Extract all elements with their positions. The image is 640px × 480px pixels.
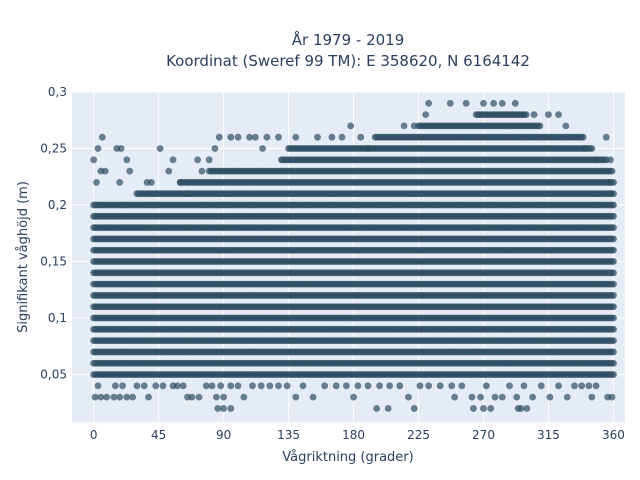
data-point (608, 167, 616, 175)
data-point (93, 179, 100, 186)
data-point (263, 133, 271, 141)
data-point (198, 167, 206, 175)
data-point (165, 167, 173, 175)
data-point (410, 122, 418, 130)
data-point (610, 303, 617, 311)
data-point (275, 133, 282, 141)
data-point (610, 224, 617, 232)
data-point (610, 314, 617, 322)
data-point (116, 179, 124, 186)
data-point (610, 235, 617, 243)
data-point (610, 292, 617, 299)
data-point (536, 122, 544, 130)
data-point (314, 133, 321, 141)
data-point (446, 99, 454, 107)
data-point (610, 246, 617, 254)
data-point (185, 190, 193, 198)
data-point (101, 167, 109, 175)
data-point (148, 179, 155, 186)
data-point (610, 348, 617, 356)
data-point (400, 122, 408, 130)
data-point (292, 133, 300, 141)
data-point (610, 201, 617, 209)
data-point (480, 99, 487, 107)
data-point (610, 269, 617, 277)
data-point (579, 133, 587, 141)
data-point (259, 145, 266, 152)
data-point (462, 99, 470, 107)
data-point (90, 156, 98, 164)
data-point (357, 133, 365, 141)
data-point (156, 145, 164, 152)
data-point (522, 111, 530, 119)
data-point (215, 133, 223, 141)
data-point (610, 212, 617, 220)
data-point (94, 145, 102, 152)
data-point (422, 111, 430, 119)
data-point (490, 99, 498, 107)
data-point (176, 179, 184, 186)
data-point (610, 371, 617, 378)
data-point (610, 325, 617, 333)
data-point (117, 145, 125, 152)
data-point (347, 122, 355, 130)
data-point (205, 156, 213, 164)
data-point (98, 133, 106, 141)
data-point (251, 133, 259, 141)
data-point (364, 145, 372, 152)
data-point (588, 145, 596, 152)
data-point (425, 99, 433, 107)
data-point (211, 145, 219, 152)
data-point (169, 156, 177, 164)
data-point (194, 156, 202, 164)
data-point (338, 133, 346, 141)
data-point (123, 156, 131, 164)
data-point (610, 258, 617, 265)
data-point (610, 280, 617, 288)
data-point (328, 133, 336, 141)
data-markers (90, 99, 617, 412)
data-point (227, 133, 235, 141)
data-point (610, 337, 617, 345)
data-point (126, 167, 134, 175)
data-point (234, 133, 242, 141)
data-point (610, 359, 617, 367)
